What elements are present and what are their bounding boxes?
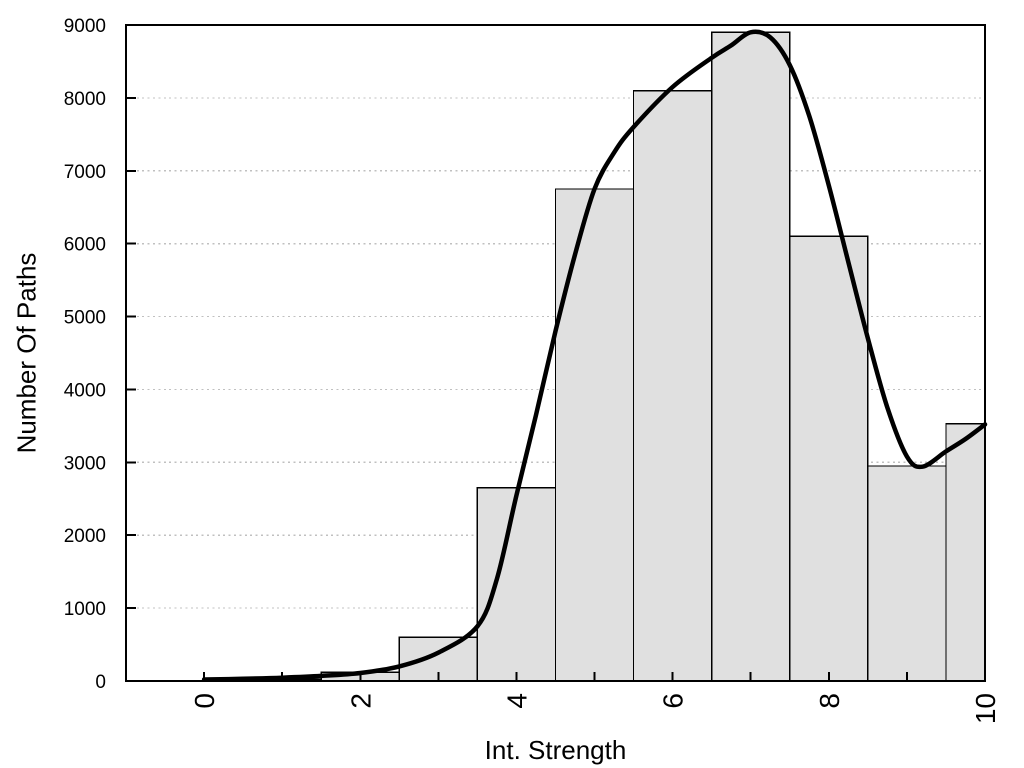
histogram-bar bbox=[711, 31, 791, 682]
y-tick-labels: 0 1000 2000 3000 4000 5000 6000 7000 8000 9000 bbox=[64, 16, 106, 693]
histogram-bar bbox=[632, 89, 713, 682]
plot-border bbox=[125, 24, 986, 682]
tick-marks bbox=[126, 24, 986, 682]
histogram-bar bbox=[554, 188, 635, 682]
x-tick-label: 0 bbox=[189, 693, 220, 709]
y-tick-label: 8000 bbox=[64, 89, 106, 110]
x-axis-title: Int. Strength bbox=[484, 735, 627, 765]
histogram-bar bbox=[867, 465, 947, 682]
y-tick-label: 3000 bbox=[64, 453, 106, 474]
x-tick-label: 6 bbox=[658, 693, 689, 709]
y-tick-label: 9000 bbox=[64, 16, 106, 37]
histogram-bar bbox=[476, 487, 557, 682]
y-tick-label: 4000 bbox=[64, 380, 106, 401]
y-tick-label: 6000 bbox=[64, 235, 106, 256]
histogram-bar bbox=[945, 423, 986, 682]
x-tick-labels: 0 2 4 6 8 10 bbox=[189, 693, 1001, 724]
x-tick-label: 2 bbox=[345, 693, 376, 709]
y-tick-label: 7000 bbox=[64, 162, 106, 183]
histogram-bar bbox=[789, 235, 869, 682]
y-tick-label: 0 bbox=[95, 672, 106, 693]
density-curve bbox=[201, 29, 988, 682]
y-tick-label: 5000 bbox=[64, 308, 106, 329]
y-tick-label: 2000 bbox=[64, 526, 106, 547]
histogram-bars bbox=[242, 31, 986, 682]
x-tick-label: 4 bbox=[502, 693, 533, 709]
y-tick-label: 1000 bbox=[64, 599, 106, 620]
x-tick-label: 10 bbox=[970, 693, 1001, 724]
x-tick-label: 8 bbox=[814, 693, 845, 709]
y-axis-title: Number Of Paths bbox=[11, 252, 42, 454]
